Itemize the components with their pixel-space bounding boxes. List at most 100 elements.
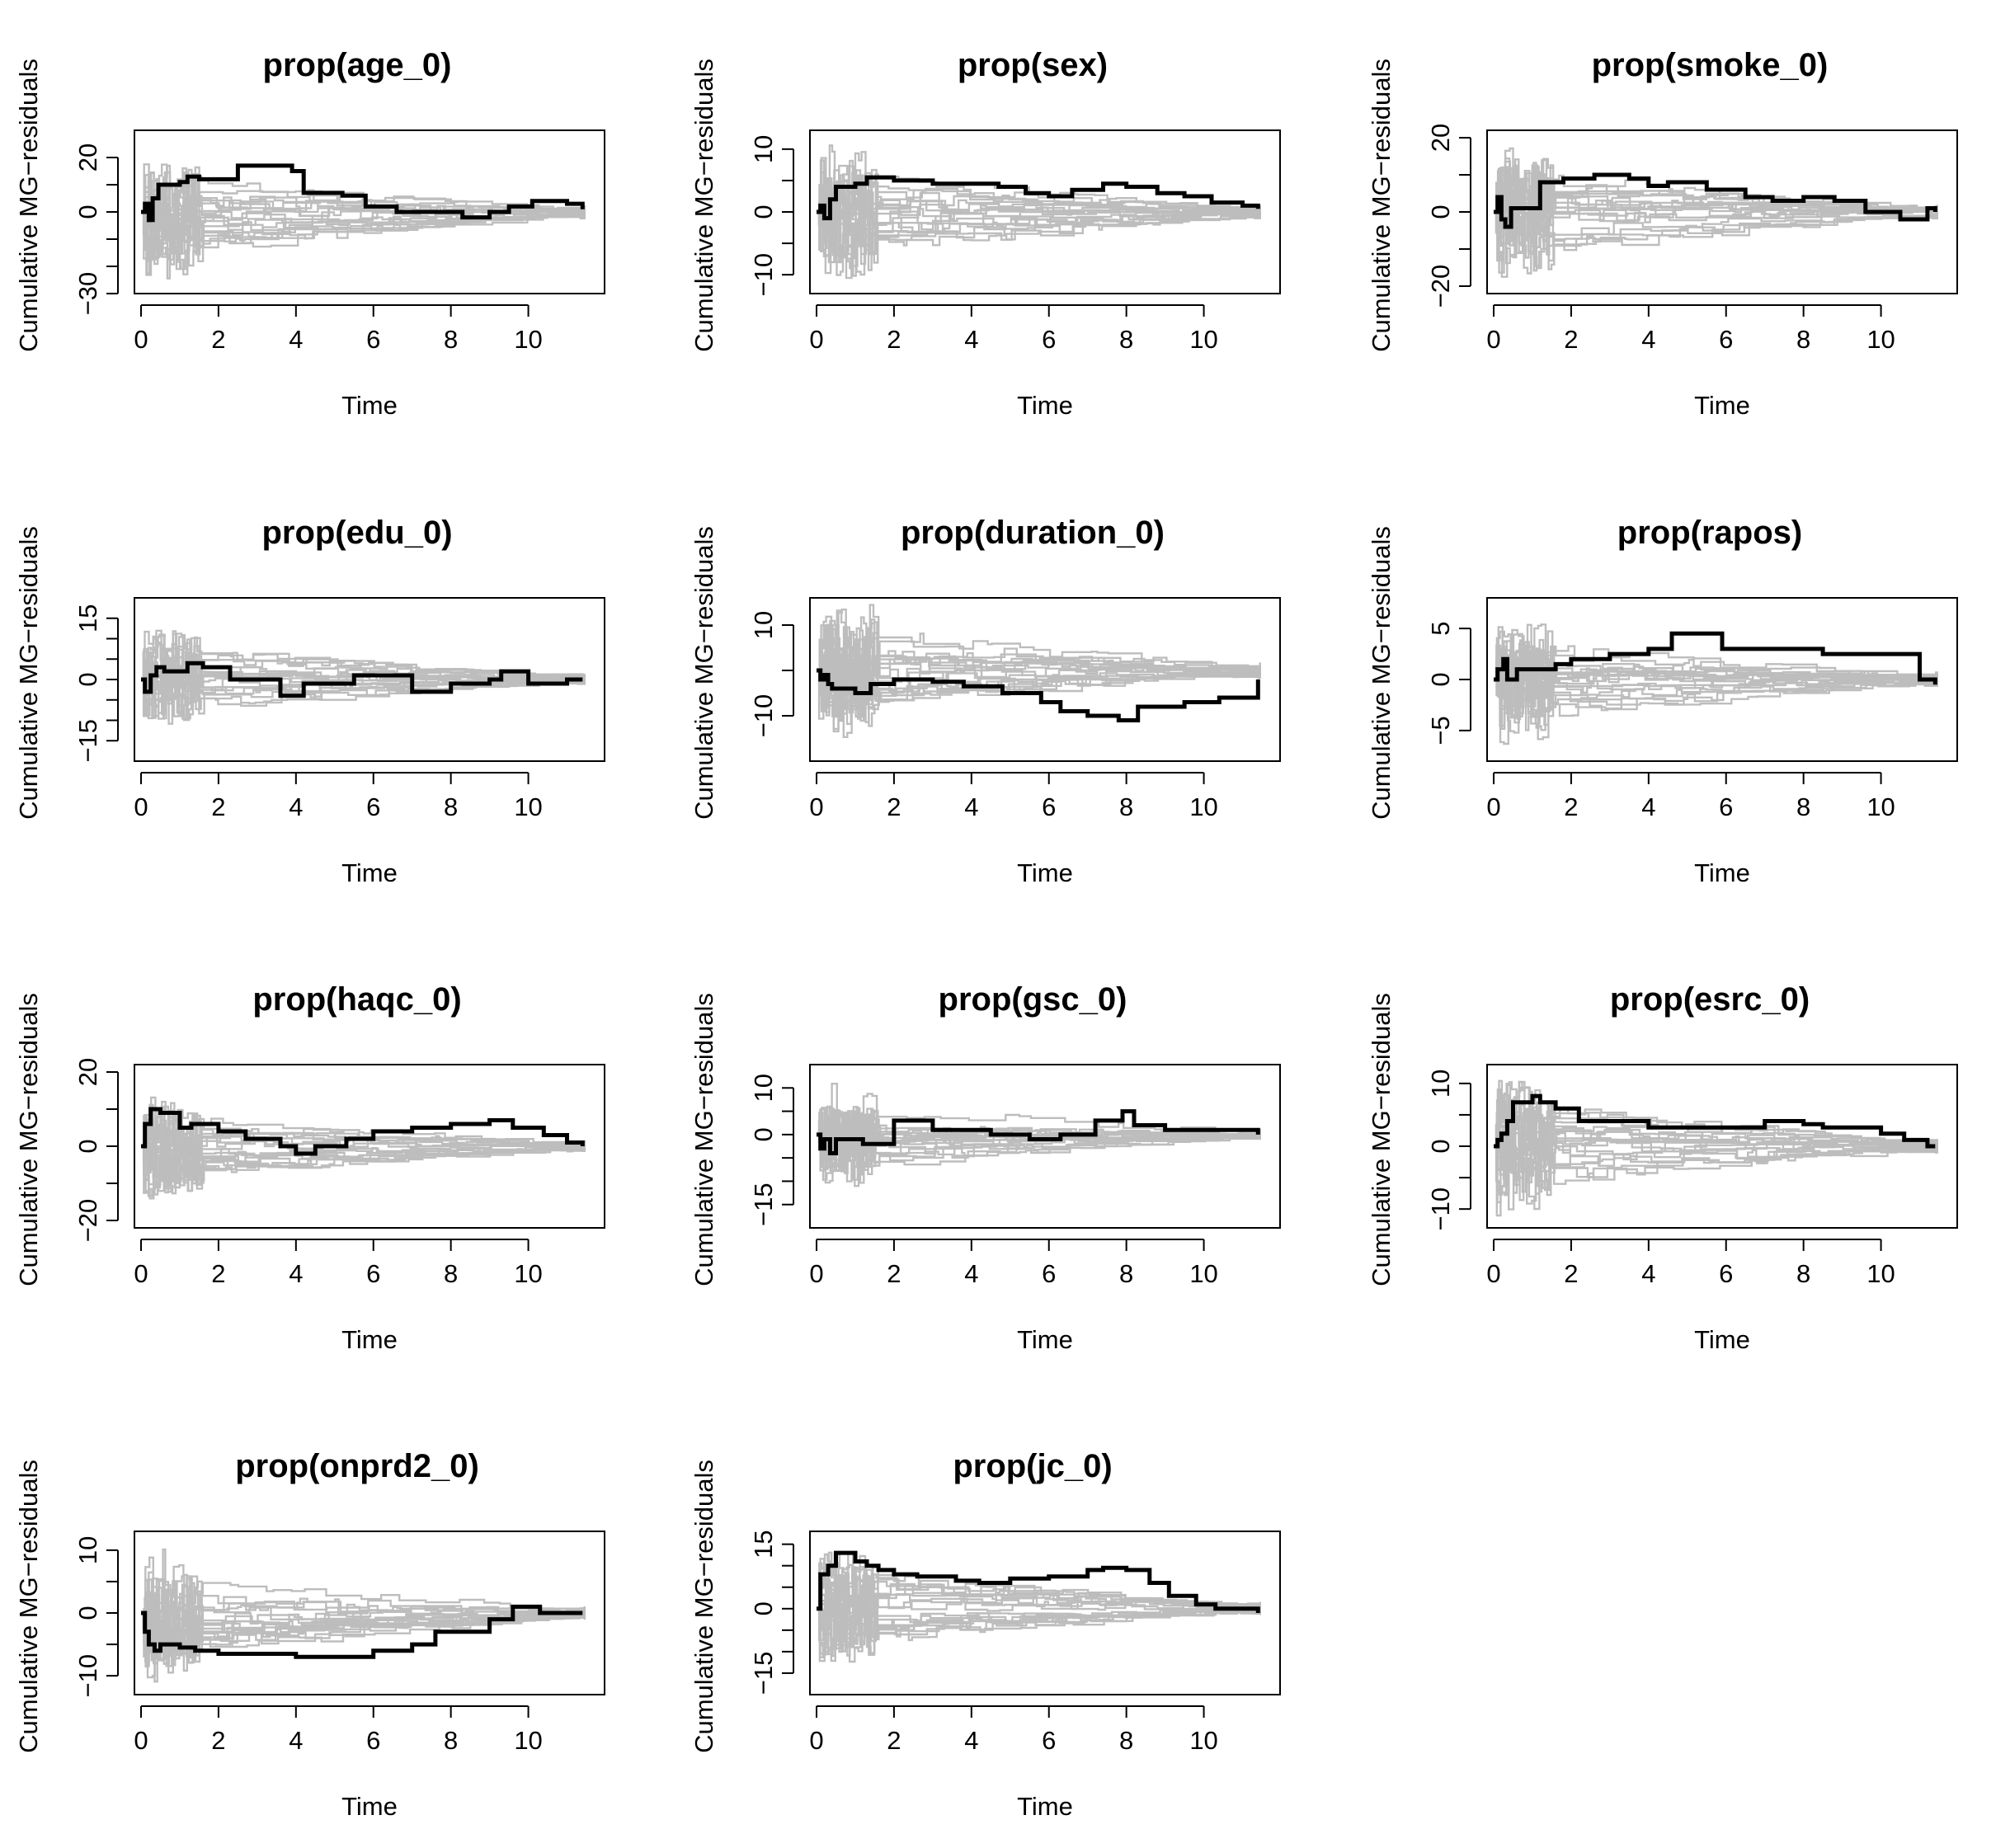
x-tick-label: 10 xyxy=(514,792,542,821)
x-tick-label: 10 xyxy=(1866,1259,1895,1288)
y-tick-label: 0 xyxy=(749,1127,778,1141)
simulated-path xyxy=(817,1562,1261,1615)
simulated-path xyxy=(817,669,1261,738)
y-tick-label: −10 xyxy=(73,1654,102,1698)
y-axis: −15 0 15 xyxy=(73,604,119,763)
x-tick-label: 0 xyxy=(809,1726,823,1755)
simulated-path xyxy=(1494,186,1938,247)
x-axis-label: Time xyxy=(1017,858,1073,887)
x-tick-label: 8 xyxy=(1119,1726,1133,1755)
plot-frame xyxy=(1486,1064,1958,1229)
y-axis: −15 0 10 xyxy=(749,1074,794,1226)
y-tick-label: 10 xyxy=(73,1536,102,1564)
simulated-path xyxy=(141,1141,586,1178)
x-axis-label: Time xyxy=(1694,391,1750,420)
simulated-path xyxy=(1494,669,1938,721)
simulated-path xyxy=(1494,644,1938,705)
simulated-path xyxy=(141,677,586,720)
subplot-prop-jc-0: 0 2 4 6 8 10 Time −15 0 15 Cumulative MG−residuals… xyxy=(690,1448,1281,1821)
simulated-paths xyxy=(1494,623,1938,745)
observed-path xyxy=(1494,631,1937,685)
simulated-path xyxy=(1494,186,1938,238)
x-tick-label: 4 xyxy=(964,1259,978,1288)
y-axis-label: Cumulative MG−residuals xyxy=(14,1460,43,1753)
y-tick-label: −10 xyxy=(749,253,778,297)
y-tick-label: 0 xyxy=(749,205,778,219)
x-axis-label: Time xyxy=(341,1792,398,1821)
y-tick-label: 0 xyxy=(1426,1139,1455,1153)
subplot-prop-gsc-0: 0 2 4 6 8 10 Time −15 0 10 Cumulative MG−residuals… xyxy=(690,981,1281,1354)
x-tick-label: 2 xyxy=(211,792,225,821)
subplot-prop-haqc-0: 0 2 4 6 8 10 Time −20 0 20 Cumulative MG−residuals… xyxy=(14,981,605,1354)
x-tick-label: 6 xyxy=(1042,1726,1056,1755)
subplot-prop-sex: 0 2 4 6 8 10 Time −10 0 10 Cumulative MG−residuals… xyxy=(690,47,1281,420)
y-tick-label: 0 xyxy=(73,672,102,686)
plot-title: prop(gsc_0) xyxy=(939,981,1127,1018)
y-axis-label: Cumulative MG−residuals xyxy=(14,59,43,352)
y-tick-label: −20 xyxy=(73,1199,102,1243)
y-tick-label: −10 xyxy=(1426,1187,1455,1231)
x-tick-label: 0 xyxy=(134,1259,148,1288)
simulated-path xyxy=(141,1096,586,1148)
x-axis-label: Time xyxy=(341,1325,398,1354)
simulated-path xyxy=(817,624,1261,692)
simulated-path xyxy=(1494,1098,1938,1156)
x-tick-label: 0 xyxy=(134,792,148,821)
x-tick-label: 0 xyxy=(809,325,823,354)
simulated-path xyxy=(1494,158,1938,221)
y-axis-label: Cumulative MG−residuals xyxy=(690,59,718,352)
y-axis: −20 0 20 xyxy=(1426,124,1471,308)
plot-frame xyxy=(809,597,1281,762)
x-tick-label: 0 xyxy=(134,1726,148,1755)
y-tick-label: 0 xyxy=(1426,672,1455,686)
x-axis: 0 2 4 6 8 10 xyxy=(809,1705,1218,1755)
simulated-path xyxy=(1494,1112,1938,1154)
x-tick-label: 8 xyxy=(444,325,458,354)
subplot-prop-esrc-0: 0 2 4 6 8 10 Time −10 0 10 Cumulative MG−residuals… xyxy=(1367,981,1958,1354)
y-tick-label: 0 xyxy=(73,205,102,219)
plot-title: prop(esrc_0) xyxy=(1610,981,1810,1018)
simulated-paths xyxy=(817,604,1261,738)
simulated-path xyxy=(1494,208,1938,278)
simulated-paths xyxy=(817,144,1261,280)
x-tick-label: 10 xyxy=(514,325,542,354)
subplot-prop-rapos: 0 2 4 6 8 10 Time −5 0 5 Cumulative MG−residuals pr… xyxy=(1367,515,1958,887)
x-tick-label: 2 xyxy=(887,1726,901,1755)
simulated-path xyxy=(817,619,1261,690)
y-tick-label: 20 xyxy=(73,143,102,172)
observed-path xyxy=(1494,172,1937,229)
x-tick-label: 4 xyxy=(964,1726,978,1755)
y-axis-label: Cumulative MG−residuals xyxy=(1367,993,1396,1286)
x-tick-label: 4 xyxy=(1641,1259,1655,1288)
plot-title: prop(sex) xyxy=(958,47,1108,83)
x-tick-label: 6 xyxy=(1719,792,1733,821)
x-axis: 0 2 4 6 8 10 xyxy=(809,1239,1218,1288)
x-tick-label: 2 xyxy=(1564,1259,1578,1288)
observed-path xyxy=(141,661,583,698)
simulated-path xyxy=(1494,210,1938,275)
y-tick-label: 10 xyxy=(749,135,778,163)
x-axis-label: Time xyxy=(1694,858,1750,887)
y-axis: −20 0 20 xyxy=(73,1058,119,1243)
simulated-path xyxy=(817,1602,1261,1658)
plot-frame xyxy=(134,129,605,294)
subplot-prop-edu-0: 0 2 4 6 8 10 Time −15 0 15 Cumulative MG−residuals… xyxy=(14,515,605,887)
x-tick-label: 4 xyxy=(289,1726,303,1755)
x-axis: 0 2 4 6 8 10 xyxy=(809,304,1218,354)
plot-frame xyxy=(809,1531,1281,1695)
x-tick-label: 4 xyxy=(289,1259,303,1288)
y-tick-label: 5 xyxy=(1426,622,1455,636)
simulated-paths xyxy=(141,1548,586,1683)
plot-title: prop(duration_0) xyxy=(901,515,1165,551)
observed-path xyxy=(141,1604,583,1659)
y-tick-label: 0 xyxy=(749,1601,778,1615)
x-tick-label: 0 xyxy=(809,792,823,821)
x-axis: 0 2 4 6 8 10 xyxy=(134,772,543,821)
y-tick-label: 20 xyxy=(1426,124,1455,152)
simulated-path xyxy=(817,609,1261,677)
plot-frame xyxy=(809,129,1281,294)
x-tick-label: 2 xyxy=(1564,325,1578,354)
simulated-paths xyxy=(141,163,586,280)
x-tick-label: 6 xyxy=(366,1726,380,1755)
subplot-prop-duration-0: 0 2 4 6 8 10 Time −10 10 Cumulative MG−residuals p… xyxy=(690,515,1281,887)
